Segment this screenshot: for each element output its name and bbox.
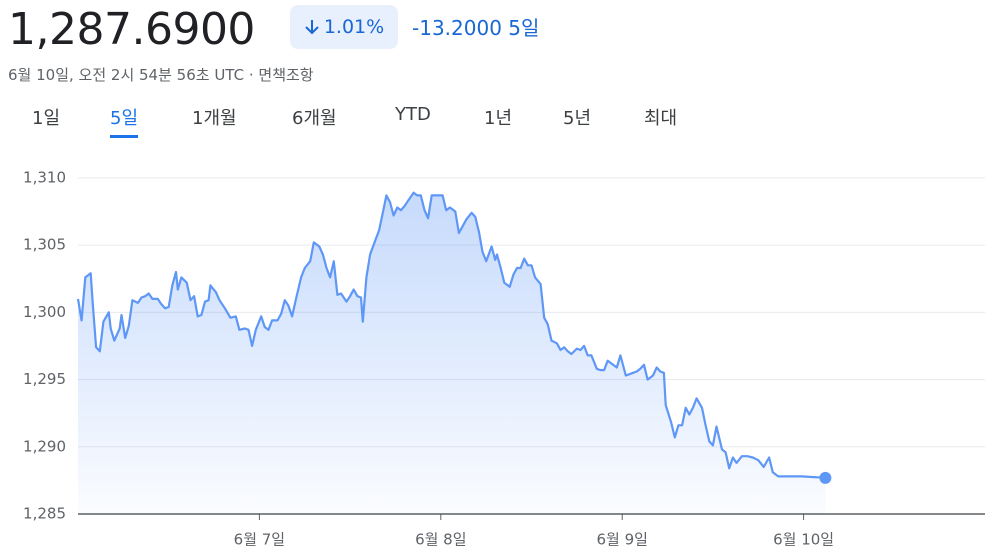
x-tick-label: 6월 8일: [415, 531, 466, 549]
range-tab[interactable]: 1년: [484, 108, 513, 129]
x-tick-label: 6월 7일: [234, 531, 285, 549]
y-tick-label: 1,295: [23, 370, 66, 388]
price-line: [76, 191, 826, 479]
change-percent: 1.01%: [323, 16, 385, 38]
down-arrow-icon: [305, 20, 319, 35]
y-tick-label: 1,310: [23, 168, 66, 186]
y-tick-label: 1,305: [23, 236, 66, 254]
timestamp-line: 6월 10일, 오전 2시 54분 56초 UTC · 면책조항: [8, 64, 314, 85]
disclaimer-link[interactable]: 면책조항: [258, 66, 314, 84]
area: [78, 192, 826, 514]
range-tab[interactable]: 5년: [563, 108, 592, 129]
y-tick-label: 1,290: [23, 437, 66, 455]
range-tab[interactable]: 최대: [644, 108, 678, 129]
x-tick-label: 6월 9일: [596, 531, 647, 549]
range-tab[interactable]: 1일: [32, 108, 61, 129]
change-percent-chip: 1.01%: [290, 5, 398, 49]
range-tab[interactable]: 5일: [110, 104, 139, 138]
change: -13.2000 5일: [412, 12, 539, 41]
change-period: 5일: [508, 16, 540, 40]
range-tab[interactable]: 1개월: [192, 108, 237, 129]
range-tab[interactable]: YTD: [395, 104, 431, 125]
y-tick-label: 1,285: [23, 505, 66, 523]
last-point: [819, 471, 832, 484]
y-tick-label: 1,300: [23, 303, 66, 321]
timestamp: 6월 10일, 오전 2시 54분 56초 UTC ·: [8, 66, 254, 84]
x-tick-label: 6월 10일: [773, 531, 834, 549]
range-tab[interactable]: 6개월: [292, 108, 337, 129]
price: 1,287.6900: [8, 4, 255, 55]
change-value: -13.2000: [412, 16, 502, 40]
